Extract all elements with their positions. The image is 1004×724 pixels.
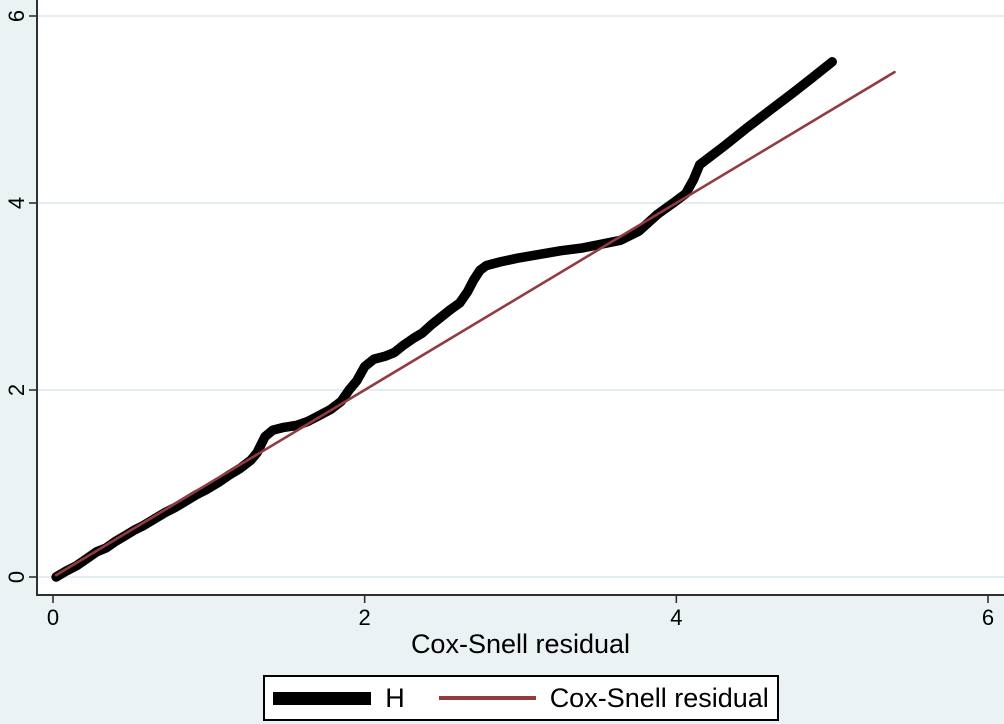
y-tick-label: 6 [4,9,29,23]
y-tick-label: 2 [4,383,29,397]
legend-label-cox-snell-residual: Cox-Snell residual [549,682,769,713]
x-axis-title: Cox-Snell residual [410,629,631,659]
legend-label-h: H [385,682,405,713]
legend-swatch-reference-line [438,696,536,700]
x-tick-label: 6 [981,605,995,630]
legend: H Cox-Snell residual [263,675,779,721]
x-tick-label: 0 [46,605,60,630]
x-tick-label: 4 [670,605,683,630]
legend-swatch-h-line [273,691,372,705]
y-tick-label: 0 [4,570,29,584]
y-tick-label: 4 [4,196,29,210]
h-series-line [51,57,837,582]
reference-line [54,70,896,577]
x-tick-label: 2 [358,605,371,630]
